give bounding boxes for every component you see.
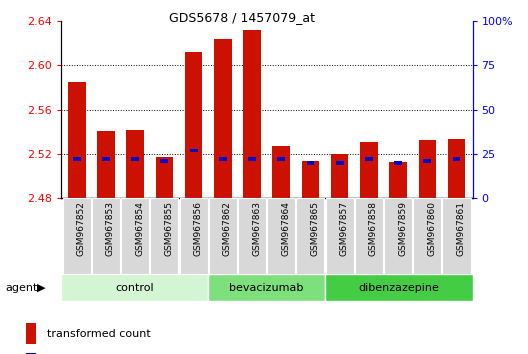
FancyBboxPatch shape (61, 274, 208, 301)
Bar (73, 158, 81, 161)
Bar (307, 161, 314, 165)
Text: GSM967861: GSM967861 (457, 201, 466, 256)
Bar (394, 161, 402, 165)
Text: GDS5678 / 1457079_at: GDS5678 / 1457079_at (169, 11, 315, 24)
FancyBboxPatch shape (442, 198, 470, 274)
Text: transformed count: transformed count (48, 329, 151, 338)
Bar (68, 82, 86, 198)
FancyBboxPatch shape (325, 274, 473, 301)
FancyBboxPatch shape (180, 198, 208, 274)
Bar (26, 353, 36, 354)
Text: GSM967863: GSM967863 (252, 201, 261, 256)
Bar (26, 323, 36, 344)
Text: GSM967852: GSM967852 (77, 201, 86, 256)
Bar (365, 158, 373, 161)
Bar (126, 130, 144, 198)
Bar (423, 159, 431, 163)
FancyBboxPatch shape (238, 198, 266, 274)
FancyBboxPatch shape (150, 198, 178, 274)
Bar (272, 146, 290, 198)
Text: GSM967860: GSM967860 (427, 201, 436, 256)
FancyBboxPatch shape (121, 198, 149, 274)
Bar (301, 161, 319, 198)
Bar (243, 30, 261, 198)
Text: GSM967865: GSM967865 (310, 201, 319, 256)
Bar (419, 139, 436, 198)
Text: GSM967859: GSM967859 (398, 201, 407, 256)
FancyBboxPatch shape (296, 198, 325, 274)
Bar (248, 158, 256, 161)
FancyBboxPatch shape (209, 198, 237, 274)
FancyBboxPatch shape (326, 198, 354, 274)
Text: GSM967862: GSM967862 (223, 201, 232, 256)
FancyBboxPatch shape (208, 274, 325, 301)
Bar (331, 154, 348, 198)
FancyBboxPatch shape (384, 198, 412, 274)
Text: dibenzazepine: dibenzazepine (359, 282, 439, 293)
FancyBboxPatch shape (355, 198, 383, 274)
Text: GSM967856: GSM967856 (194, 201, 203, 256)
Bar (190, 149, 197, 152)
Bar (336, 161, 344, 165)
Text: agent: agent (5, 282, 37, 293)
Bar (219, 158, 227, 161)
Text: ▶: ▶ (37, 282, 45, 293)
Bar (131, 158, 139, 161)
FancyBboxPatch shape (267, 198, 295, 274)
Text: bevacizumab: bevacizumab (230, 282, 304, 293)
Text: GSM967853: GSM967853 (106, 201, 115, 256)
Bar (185, 52, 202, 198)
Bar (102, 158, 110, 161)
Text: GSM967857: GSM967857 (340, 201, 348, 256)
Bar (452, 158, 460, 161)
Bar (214, 39, 232, 198)
Text: control: control (115, 282, 154, 293)
Bar (97, 131, 115, 198)
Bar (448, 138, 465, 198)
Bar (277, 158, 285, 161)
FancyBboxPatch shape (413, 198, 441, 274)
Text: GSM967855: GSM967855 (164, 201, 173, 256)
Bar (156, 157, 173, 198)
Text: GSM967854: GSM967854 (135, 201, 144, 256)
Text: GSM967858: GSM967858 (369, 201, 378, 256)
Bar (389, 162, 407, 198)
Bar (360, 142, 378, 198)
Text: GSM967864: GSM967864 (281, 201, 290, 256)
Bar (161, 159, 168, 163)
FancyBboxPatch shape (63, 198, 91, 274)
FancyBboxPatch shape (92, 198, 120, 274)
